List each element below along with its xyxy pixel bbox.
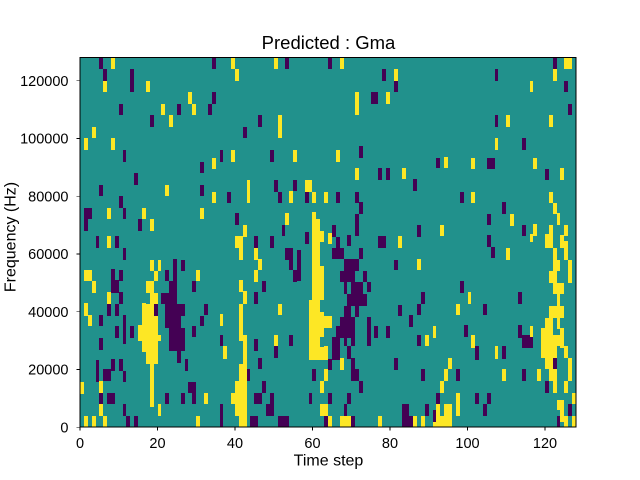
svg-text:60: 60 bbox=[304, 436, 320, 452]
svg-text:Time step: Time step bbox=[294, 453, 364, 470]
svg-text:80: 80 bbox=[382, 436, 398, 452]
svg-text:80000: 80000 bbox=[28, 189, 68, 205]
svg-text:20: 20 bbox=[149, 436, 165, 452]
svg-text:60000: 60000 bbox=[28, 247, 68, 263]
svg-text:100000: 100000 bbox=[20, 132, 68, 148]
svg-text:Predicted : Gma: Predicted : Gma bbox=[262, 32, 396, 53]
svg-text:0: 0 bbox=[76, 436, 84, 452]
svg-text:40: 40 bbox=[227, 436, 243, 452]
svg-text:20000: 20000 bbox=[28, 363, 68, 379]
svg-text:120000: 120000 bbox=[20, 74, 68, 90]
svg-text:Frequency (Hz): Frequency (Hz) bbox=[3, 182, 20, 292]
svg-text:120: 120 bbox=[533, 436, 557, 452]
svg-text:40000: 40000 bbox=[28, 305, 68, 321]
svg-text:0: 0 bbox=[60, 420, 68, 436]
svg-text:100: 100 bbox=[455, 436, 479, 452]
